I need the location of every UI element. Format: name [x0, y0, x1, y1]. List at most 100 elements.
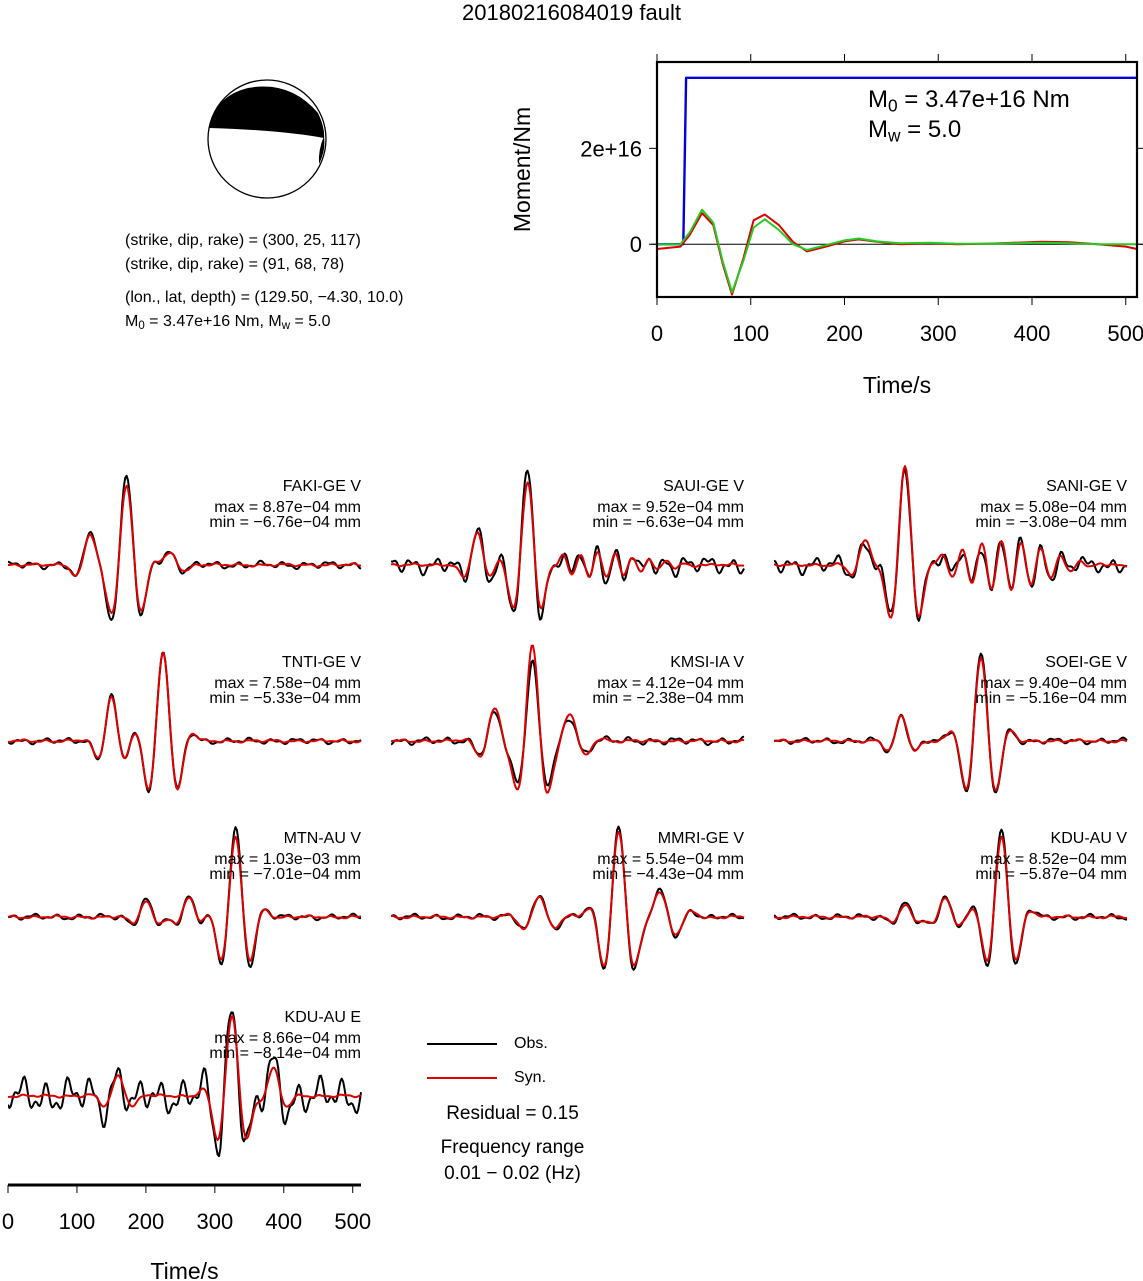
synthetic-waveform: [8, 1015, 362, 1142]
trace-label: KDU-AU E max = 8.66e−04 mm min = −8.14e−04…: [209, 1010, 361, 1062]
x-tick-label: 100: [59, 1209, 96, 1234]
max-amplitude: max = 4.12e−04 mm: [597, 675, 744, 692]
trace-label: SAUI-GE V max = 9.52e−04 mm min = −6.63e−0…: [592, 478, 744, 531]
moment-chart: 0 100 200 300 400 500 0 2e+16 Time/s Moment/Nm: [509, 54, 1143, 398]
min-amplitude: min = −5.16e−04 mm: [975, 690, 1127, 707]
nodal-plane-2: (strike, dip, rake) = (91, 68, 78): [125, 256, 345, 273]
trace-label: MTN-AU V max = 1.03e−03 mm min = −7.01e−04…: [209, 830, 361, 883]
residual: Residual = 0.15: [446, 1103, 579, 1124]
trace-sani-ge-v: [774, 465, 1128, 622]
y-tick-label: 0: [630, 232, 642, 257]
x-tick-label: 500: [1107, 321, 1143, 346]
trace-label: TNTI-GE V max = 7.58e−04 mm min = −5.33e−0…: [209, 654, 361, 707]
observed-waveform: [391, 659, 745, 787]
moment-rate-green-line: [657, 208, 1137, 294]
min-amplitude: min = −6.76e−04 mm: [209, 514, 361, 531]
trace-label: KDU-AU V max = 8.52e−04 mm min = −5.87e−04…: [975, 830, 1127, 883]
trace-label: SOEI-GE V max = 9.40e−04 mm min = −5.16e−0…: [975, 654, 1127, 707]
moment-annotation-m0: M0 = 3.47e+16 Nm: [868, 86, 1070, 116]
x-tick-label: 100: [732, 321, 769, 346]
synthetic-waveform: [774, 835, 1128, 962]
beachball-compressional-quadrant: [209, 86, 325, 138]
frequency-label: Frequency range: [440, 1137, 585, 1158]
max-amplitude: max = 7.58e−04 mm: [214, 675, 361, 692]
nodal-plane-1: (strike, dip, rake) = (300, 25, 117): [125, 232, 361, 249]
y-tick-label: 2e+16: [580, 136, 642, 161]
time-axis: 0 100 200 300 400 500 Time/s: [2, 1183, 371, 1281]
min-amplitude: min = −8.14e−04 mm: [209, 1045, 361, 1062]
min-amplitude: min = −7.01e−04 mm: [209, 866, 361, 883]
x-tick-label: 200: [128, 1209, 165, 1234]
trace-mtn-au-v: [8, 826, 362, 968]
max-amplitude: max = 9.40e−04 mm: [980, 675, 1127, 692]
beachball: [207, 79, 327, 199]
min-amplitude: min = −6.63e−04 mm: [592, 514, 744, 531]
synthetic-waveform: [391, 481, 745, 610]
trace-saui-ge-v: [391, 469, 745, 621]
trace-label: FAKI-GE V max = 8.87e−04 mm min = −6.76e−0…: [209, 478, 361, 531]
observed-waveform: [8, 1011, 362, 1158]
location-depth: (lon., lat, depth) = (129.50, −4.30, 10.…: [125, 289, 404, 306]
max-amplitude: max = 8.52e−04 mm: [980, 851, 1127, 868]
synthetic-waveform: [8, 651, 362, 791]
moment-annotation-mw: Mw = 5.0: [868, 116, 962, 146]
station-name: SANI-GE V: [1046, 478, 1127, 495]
frequency-range: 0.01 − 0.02 (Hz): [444, 1163, 581, 1184]
x-tick-label: 400: [1014, 321, 1051, 346]
min-amplitude: min = −5.33e−04 mm: [209, 690, 361, 707]
trace-faki-ge-v: [8, 474, 362, 621]
legend-syn-label: Syn.: [514, 1069, 547, 1086]
synthetic-waveform: [774, 465, 1128, 619]
moment-magnitude-info: M0 = 3.47e+16 Nm, Mw = 5.0: [125, 313, 331, 332]
max-amplitude: max = 5.08e−04 mm: [980, 499, 1127, 516]
max-amplitude: max = 1.03e−03 mm: [214, 851, 361, 868]
station-name: FAKI-GE V: [282, 478, 361, 495]
synthetic-waveform: [391, 830, 745, 967]
min-amplitude: min = −5.87e−04 mm: [975, 866, 1127, 883]
trace-tnti-ge-v: [8, 651, 362, 794]
synthetic-waveform: [8, 835, 362, 962]
legend-obs-label: Obs.: [514, 1035, 548, 1052]
x-tick-label: 0: [2, 1209, 14, 1234]
synthetic-waveform: [774, 656, 1128, 792]
trace-label: MMRI-GE V max = 5.54e−04 mm min = −4.43e−0…: [592, 830, 744, 883]
moment-annotation: M0 = 3.47e+16 Nm Mw = 5.0: [868, 85, 1070, 145]
x-axis-label: Time/s: [150, 1258, 218, 1281]
min-amplitude: min = −3.08e−04 mm: [975, 514, 1127, 531]
x-tick-label: 300: [920, 321, 957, 346]
station-name: TNTI-GE V: [281, 654, 361, 671]
observed-waveform: [774, 468, 1128, 622]
observed-waveform: [8, 474, 362, 621]
max-amplitude: max = 8.87e−04 mm: [214, 499, 361, 516]
y-axis-label: Moment/Nm: [509, 107, 535, 232]
x-axis-label: Time/s: [863, 372, 931, 398]
max-amplitude: max = 8.66e−04 mm: [214, 1030, 361, 1047]
trace-label: SANI-GE V max = 5.08e−04 mm min = −3.08e−0…: [975, 478, 1127, 531]
trace-label: KMSI-IA V max = 4.12e−04 mm min = −2.38e−0…: [592, 654, 744, 707]
station-name: KDU-AU V: [1050, 830, 1127, 847]
trace-kdu-au-e: [8, 1011, 362, 1158]
x-tick-label: 0: [651, 321, 663, 346]
station-name: MMRI-GE V: [657, 830, 744, 847]
station-name: SAUI-GE V: [663, 478, 744, 495]
station-name: KMSI-IA V: [670, 654, 744, 671]
station-name: SOEI-GE V: [1045, 654, 1127, 671]
observed-waveform: [391, 469, 745, 621]
trace-soei-ge-v: [774, 652, 1128, 794]
beachball-compressional-sliver: [318, 136, 325, 164]
synthetic-waveform: [8, 484, 361, 614]
max-amplitude: max = 5.54e−04 mm: [597, 851, 744, 868]
min-amplitude: min = −4.43e−04 mm: [592, 866, 744, 883]
trace-mmri-ge-v: [391, 825, 745, 971]
max-amplitude: max = 9.52e−04 mm: [597, 499, 744, 516]
trace-kdu-au-v: [774, 828, 1128, 967]
legend-lines: [427, 1043, 497, 1079]
min-amplitude: min = −2.38e−04 mm: [592, 690, 744, 707]
x-tick-label: 200: [826, 321, 863, 346]
x-tick-label: 300: [196, 1209, 233, 1234]
moment-plot-box: [655, 60, 1139, 299]
synthetic-waveform: [391, 644, 745, 794]
page-title: 20180216084019 fault: [462, 0, 681, 25]
station-name: MTN-AU V: [283, 830, 361, 847]
